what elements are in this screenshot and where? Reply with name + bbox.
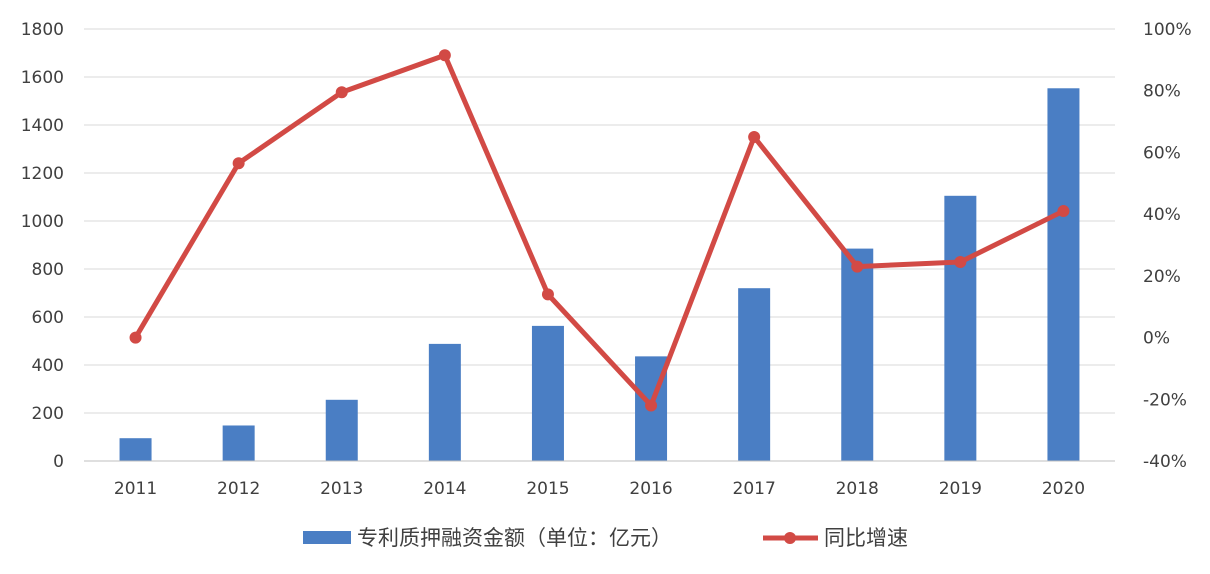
legend-line-label: 同比增速 [824,526,908,550]
line-point [541,288,554,301]
legend-line-marker [784,532,796,544]
y-axis-left-ticks: 0 200 400 600 800 1000 1200 1400 1600 1800 [21,20,64,472]
growth-line [133,52,1066,408]
y-left-tick-label: 800 [32,260,64,280]
y-right-tick-label: 0% [1143,329,1170,349]
bar [1047,88,1080,461]
line-point [748,131,761,143]
y-right-tick-label: -40% [1143,452,1187,472]
x-tick-label: 2012 [217,479,260,499]
y-left-tick-label: 200 [32,404,64,424]
x-tick-label: 2015 [526,479,569,499]
bar [325,399,358,461]
bar [841,248,874,461]
bar [428,343,461,461]
y-right-tick-label: 20% [1143,267,1181,287]
x-tick-label: 2013 [320,479,363,499]
line-point [954,255,967,268]
y-right-tick-label: -20% [1143,390,1187,410]
legend-bar-swatch [303,531,351,544]
x-tick-label: 2011 [114,479,157,499]
bar [119,438,152,461]
y-left-tick-label: 600 [32,308,64,328]
y-left-tick-label: 0 [53,452,64,472]
line-point [645,399,658,412]
line-point [335,86,348,99]
y-left-tick-label: 1000 [21,212,64,232]
x-tick-label: 2019 [939,479,982,499]
y-left-tick-label: 1600 [21,68,64,88]
bar [944,195,977,462]
y-left-tick-label: 1200 [21,164,64,184]
bar-series [119,88,1080,462]
y-left-tick-label: 400 [32,356,64,376]
y-right-tick-label: 60% [1143,143,1181,163]
bar [738,288,771,461]
bar [531,325,564,461]
line-point [1057,205,1070,218]
y-right-tick-label: 100% [1143,20,1192,40]
y-right-tick-label: 80% [1143,82,1181,102]
x-tick-label: 2016 [629,479,672,499]
x-tick-label: 2018 [836,479,879,499]
y-left-tick-label: 1400 [21,116,64,136]
bar [222,425,255,461]
legend: 专利质押融资金额（单位：亿元） 同比增速 [303,526,908,550]
x-tick-label: 2017 [733,479,776,499]
x-tick-label: 2020 [1042,479,1085,499]
x-tick-label: 2014 [423,479,466,499]
line-point [438,49,451,62]
legend-bar-label: 专利质押融资金额（单位：亿元） [357,526,672,550]
line-point [232,157,245,170]
x-axis-ticks: 2011 2012 2013 2014 2015 2016 2017 2018 2019 2020 [114,479,1085,499]
line-point [851,260,864,273]
y-right-tick-label: 40% [1143,205,1181,225]
y-left-tick-label: 1800 [21,20,64,40]
line-series [129,49,1070,412]
gridlines [84,28,1115,414]
y-axis-right-ticks: -40% -20% 0% 20% 40% 60% 80% 100% [1143,20,1192,472]
line-point [129,331,142,344]
